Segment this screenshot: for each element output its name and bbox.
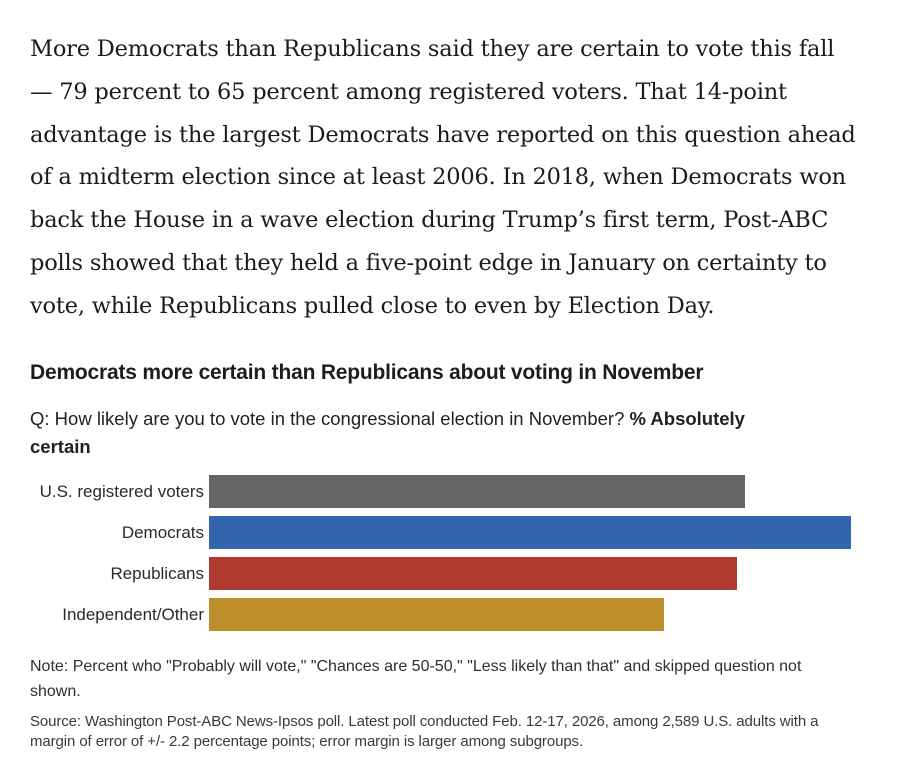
question-regular-text: Q: How likely are you to vote in the con… — [30, 408, 630, 429]
bar-row-independent-other: Independent/Other — [0, 598, 922, 631]
bar-republicans — [209, 557, 737, 590]
bar-label: Republicans — [110, 563, 204, 583]
paragraph-line: of a midterm election since at least 200… — [30, 164, 846, 191]
bar-registered-voters — [209, 475, 745, 508]
bar-label: U.S. registered voters — [39, 481, 204, 501]
paragraph-line: vote, while Republicans pulled close to … — [30, 292, 715, 319]
note-line-2: shown. — [30, 682, 81, 700]
question-line-1: Q: How likely are you to vote in the con… — [30, 405, 745, 433]
bar-row-republicans: Republicans — [0, 557, 922, 590]
bar-independent-other — [209, 598, 664, 631]
source-line-2: margin of error of +/- 2.2 percentage po… — [30, 732, 584, 750]
chart-subtitle: Q: How likely are you to vote in the con… — [30, 405, 745, 461]
bar-label: Democrats — [121, 522, 204, 542]
bar-label: Independent/Other — [62, 604, 204, 624]
chart-note: Note: Percent who "Probably will vote," … — [30, 655, 801, 704]
article-paragraph: More Democrats than Republicans said the… — [30, 28, 856, 328]
question-line-2: certain — [30, 436, 91, 457]
paragraph-line: More Democrats than Republicans said the… — [30, 36, 835, 62]
bar-chart: U.S. registered voters Democrats Republi… — [0, 475, 922, 639]
question-bold-text: % Absolutely — [629, 408, 745, 429]
source-line-1: Source: Washington Post-ABC News-Ipsos p… — [30, 713, 819, 730]
bar-row-democrats: Democrats — [0, 516, 922, 549]
paragraph-line: advantage is the largest Democrats have … — [30, 121, 856, 148]
bar-row-registered-voters: U.S. registered voters — [0, 475, 922, 508]
paragraph-line: — 79 percent to 65 percent among registe… — [30, 78, 787, 105]
bar-democrats — [209, 516, 851, 549]
chart-title: Democrats more certain than Republicans … — [30, 361, 704, 384]
note-line-1: Note: Percent who "Probably will vote," … — [30, 658, 802, 675]
paragraph-line: polls showed that they held a five-point… — [30, 249, 827, 276]
paragraph-line: back the House in a wave election during… — [30, 207, 829, 234]
chart-source: Source: Washington Post-ABC News-Ipsos p… — [30, 712, 818, 751]
